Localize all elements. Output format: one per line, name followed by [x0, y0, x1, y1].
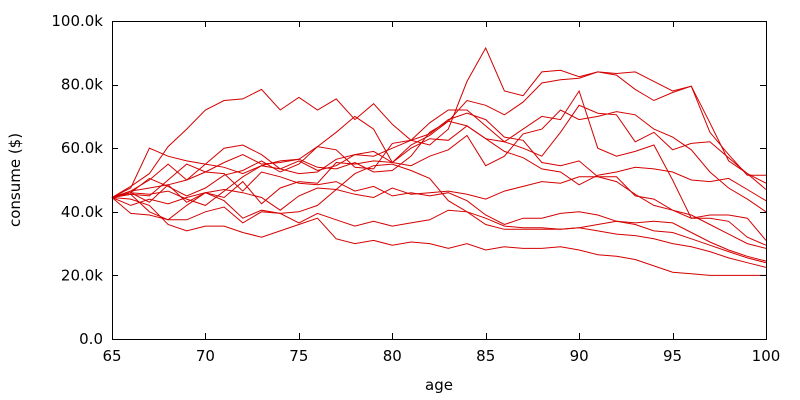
series-line-1 [111, 88, 767, 198]
series-line-2 [111, 112, 767, 246]
series-line-6 [111, 197, 767, 262]
x-tick-label: 65 [102, 347, 121, 365]
plot-frame [112, 21, 767, 340]
y-tick-label: 80.0k [61, 76, 103, 94]
x-tick-label: 100 [752, 347, 781, 365]
x-axis-label: age [425, 376, 453, 394]
x-tick-label: 75 [289, 347, 308, 365]
x-tick-label: 80 [383, 347, 402, 365]
series-line-12 [111, 71, 766, 206]
x-axis: 65 70 75 80 85 90 95 100 [102, 21, 780, 365]
y-tick-label: 100.0k [51, 12, 103, 30]
series-line-3 [111, 89, 767, 241]
x-tick-label: 95 [663, 347, 682, 365]
x-tick-label: 90 [570, 347, 589, 365]
y-tick-label: 0.0 [79, 330, 103, 348]
series-layer [111, 46, 767, 276]
series-line-8 [111, 163, 767, 264]
y-tick-label: 60.0k [61, 139, 103, 157]
x-tick-label: 85 [476, 347, 495, 365]
y-axis-label: consume ($) [6, 133, 24, 227]
y-axis: 0.0 20.0k 40.0k 60.0k 80.0k 100.0k [51, 12, 766, 348]
series-line-5 [111, 197, 766, 276]
series-line-11 [111, 46, 767, 198]
series-line-4 [111, 176, 767, 249]
y-tick-label: 20.0k [61, 266, 103, 284]
x-tick-label: 70 [196, 347, 215, 365]
series-line-7 [111, 109, 767, 221]
y-tick-label: 40.0k [61, 203, 103, 221]
series-line-9 [111, 120, 767, 202]
series-line-10 [111, 163, 767, 268]
